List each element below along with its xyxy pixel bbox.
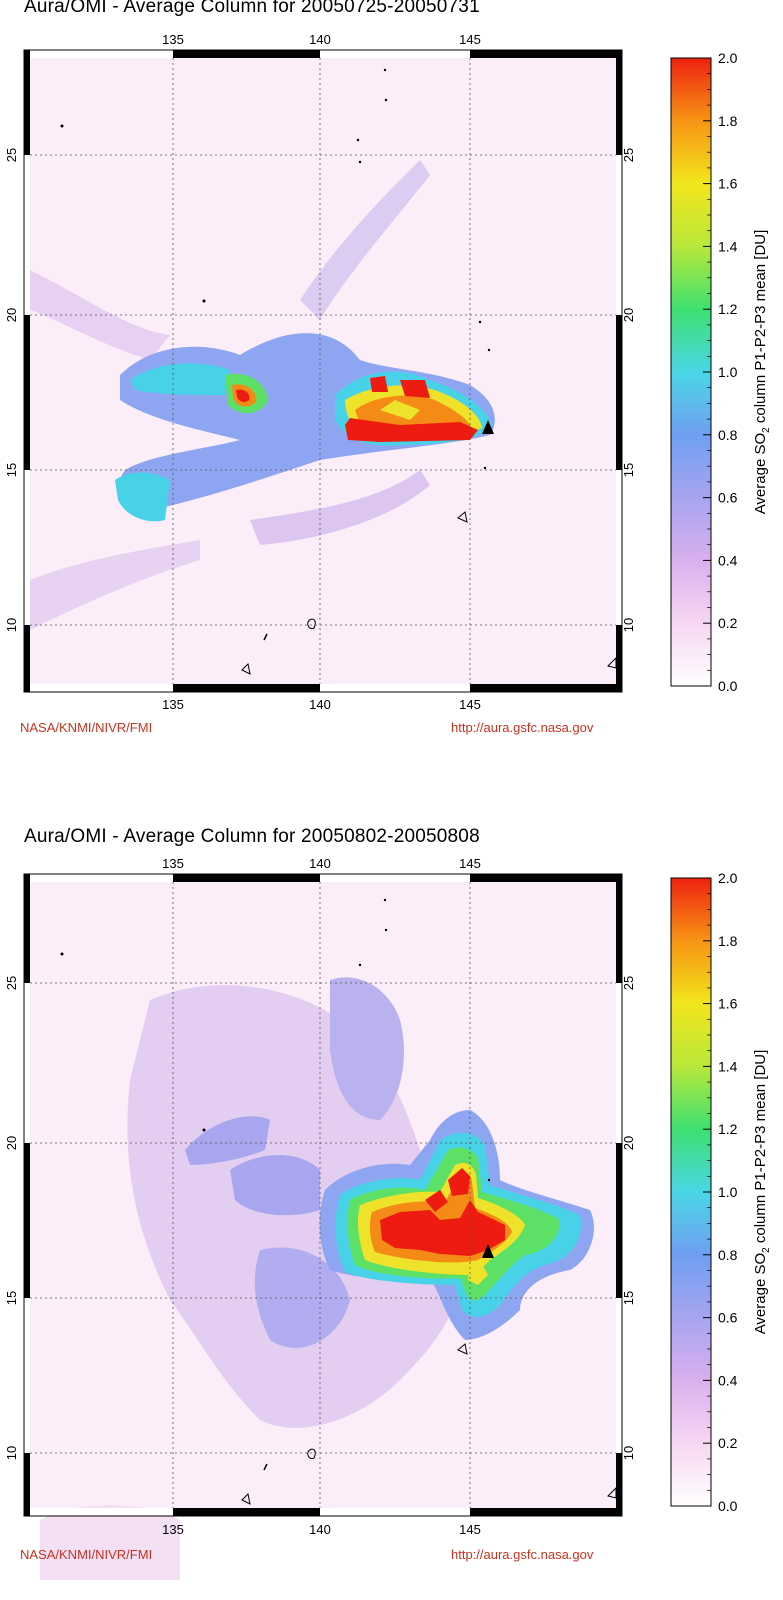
lat-tick-right: 25 [621,976,636,990]
lat-tick-right: 15 [621,1291,636,1305]
map-panel-2: Aura/OMI - Average Column for 20050802-2… [0,820,783,1600]
lat-tick-left: 15 [4,1291,19,1305]
colorbar-tick-label: 2.0 [718,50,738,66]
colorbar-tick-label: 1.4 [718,1058,738,1074]
axis-labels: 135 140 145 135 140 145 25 20 15 10 25 2… [4,32,636,712]
lon-tick-top: 145 [459,32,481,47]
lon-tick-bottom: 135 [162,1522,184,1537]
grid-lines [30,58,616,684]
panel-title: Aura/OMI - Average Column for 20050725-2… [24,0,480,17]
colorbar-tick-label: 1.2 [718,301,738,317]
map-frame [23,49,623,693]
grid-lines [30,882,616,1508]
lat-tick-left: 20 [4,1136,19,1150]
map-frame [23,873,623,1517]
lon-tick-bottom: 145 [459,1522,481,1537]
colorbar: 2.0 1.8 1.6 1.4 1.2 1.0 0.8 0.6 0.4 0.2 0.0 Averag… [670,50,772,694]
volcano-marker [482,420,494,434]
lon-tick-top: 145 [459,856,481,871]
lon-tick-top: 135 [162,32,184,47]
colorbar-label: Average SO2 column P1-P2-P3 mean [DU] [752,230,772,515]
lat-tick-left: 15 [4,463,19,477]
colorbar-label: Average SO2 column P1-P2-P3 mean [DU] [752,1050,772,1335]
lon-tick-bottom: 145 [459,697,481,712]
colorbar-tick-label: 0.6 [718,490,738,506]
lon-tick-top: 140 [309,856,331,871]
colorbar-tick-label: 0.8 [718,427,738,443]
volcano-marker [482,1244,494,1258]
colorbar-tick-label: 1.0 [718,1184,738,1200]
lat-tick-right: 10 [621,1446,636,1460]
colorbar-tick-label: 0.4 [718,1372,738,1388]
so2-map-1: 135 140 145 135 140 145 25 20 15 10 25 2… [4,32,772,712]
lat-tick-right: 20 [621,308,636,322]
lon-tick-bottom: 140 [309,1522,331,1537]
colorbar-tick-label: 1.6 [718,996,738,1012]
colorbar-tick-label: 1.0 [718,364,738,380]
colorbar: 2.0 1.8 1.6 1.4 1.2 1.0 0.8 0.6 0.4 0.2 0.0 Averag… [670,870,772,1514]
colorbar-tick-label: 0.0 [718,1498,738,1514]
lat-tick-left: 20 [4,308,19,322]
colorbar-tick-label: 0.0 [718,678,738,694]
colorbar-tick-label: 1.2 [718,1121,738,1137]
colorbar-tick-label: 1.8 [718,113,738,129]
colorbar-tick-label: 0.8 [718,1247,738,1263]
credit-url: http://aura.gsfc.nasa.gov [451,720,594,735]
lat-tick-left: 10 [4,1446,19,1460]
lon-tick-top: 140 [309,32,331,47]
lat-tick-right: 15 [621,463,636,477]
credit-url: http://aura.gsfc.nasa.gov [451,1547,594,1562]
lat-tick-right: 10 [621,618,636,632]
lon-tick-bottom: 140 [309,697,331,712]
colorbar-tick-label: 1.8 [718,933,738,949]
lat-tick-left: 10 [4,618,19,632]
lat-tick-left: 25 [4,148,19,162]
so2-map-2: 135 140 145 135 140 145 25 20 15 10 25 2… [4,856,772,1580]
credit-left: NASA/KNMI/NIVR/FMI [20,720,153,735]
panel-title: Aura/OMI - Average Column for 20050802-2… [24,826,480,847]
map-area [30,58,617,684]
map-area [30,882,617,1580]
colorbar-tick-label: 1.4 [718,238,738,254]
lat-tick-left: 25 [4,976,19,990]
lat-tick-right: 25 [621,148,636,162]
axis-labels: 135 140 145 135 140 145 25 20 15 10 25 2… [4,856,636,1537]
colorbar-tick-label: 0.4 [718,552,738,568]
lon-tick-bottom: 135 [162,697,184,712]
colorbar-tick-label: 2.0 [718,870,738,886]
map-panel-1: Aura/OMI - Average Column for 20050725-2… [0,0,783,780]
lon-tick-top: 135 [162,856,184,871]
colorbar-tick-label: 0.2 [718,615,738,631]
colorbar-tick-label: 0.2 [718,1435,738,1451]
lat-tick-right: 20 [621,1136,636,1150]
so2-plume-core [380,1200,505,1256]
colorbar-tick-label: 0.6 [718,1310,738,1326]
colorbar-tick-label: 1.6 [718,176,738,192]
credit-left: NASA/KNMI/NIVR/FMI [20,1547,153,1562]
